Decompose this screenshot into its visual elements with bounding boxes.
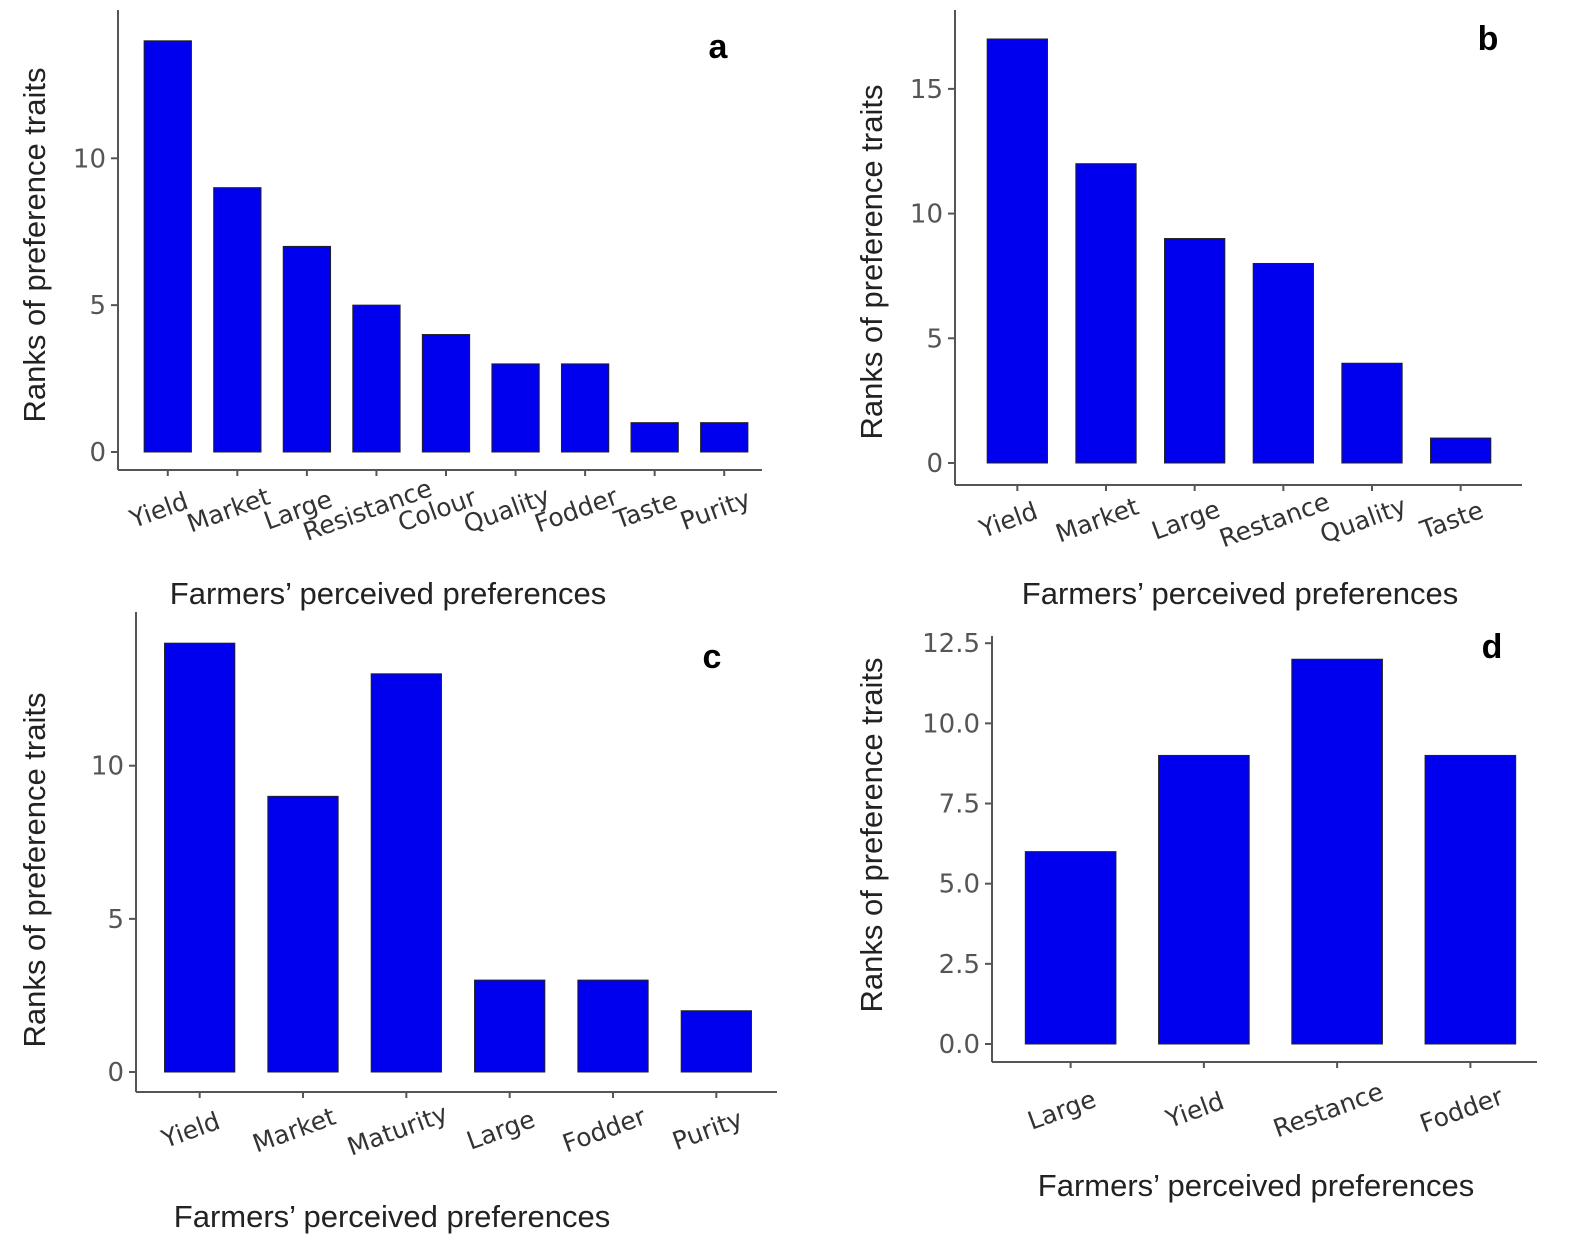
bar-purity: [700, 422, 749, 453]
category-label: Taste: [1415, 495, 1487, 545]
bar-taste: [630, 422, 679, 453]
bar-fodder: [577, 979, 649, 1073]
category-label: Restance: [1269, 1077, 1387, 1143]
y-tick-label: 10: [910, 200, 943, 230]
panel-a-chart: 0510YieldMarketLargeResistanceColourQual…: [17, 10, 762, 611]
category-label: Fodder: [559, 1101, 651, 1158]
y-tick-label: 0: [107, 1058, 124, 1088]
panel-tag: a: [709, 28, 729, 66]
bar-restance: [1252, 262, 1314, 464]
bar-large: [282, 245, 332, 453]
bar-quality: [1341, 362, 1403, 464]
category-label: Market: [249, 1102, 340, 1159]
y-tick-label: 0: [89, 438, 106, 468]
bar-market: [1075, 163, 1137, 464]
category-label: Purity: [676, 484, 754, 536]
bar-yield: [1158, 754, 1250, 1045]
category-label: Yield: [125, 486, 192, 534]
bar-market: [213, 187, 262, 453]
panel-tag: d: [1482, 628, 1503, 666]
bar-market: [267, 795, 339, 1073]
bar-fodder: [1424, 754, 1517, 1045]
y-tick-label: 15: [910, 75, 943, 105]
bar-colour: [421, 334, 471, 453]
category-label: Market: [1052, 492, 1143, 549]
bar-large: [474, 979, 546, 1073]
bar-fodder: [560, 363, 610, 453]
y-tick-label: 10: [73, 144, 106, 174]
bar-large: [1164, 238, 1226, 464]
y-tick-label: 5: [107, 905, 124, 935]
x-axis-title: Farmers’ perceived preferences: [1038, 1168, 1474, 1203]
bar-resistance: [352, 304, 401, 453]
category-label: Yield: [157, 1106, 224, 1154]
panel-tag: c: [703, 638, 722, 676]
y-tick-label: 0: [926, 449, 943, 479]
y-axis-title: Ranks of preference traits: [854, 658, 889, 1013]
y-tick-label: 10: [91, 752, 124, 782]
panel-tag: b: [1478, 20, 1499, 58]
category-label: Large: [1148, 494, 1224, 545]
y-tick-label: 7.5: [939, 790, 980, 820]
category-label: Taste: [609, 485, 681, 535]
category-label: Large: [1024, 1084, 1100, 1135]
bar-taste: [1430, 437, 1492, 464]
x-axis-title: Farmers’ perceived preferences: [1022, 576, 1458, 611]
y-tick-label: 2.5: [939, 950, 980, 980]
bar-restance: [1291, 658, 1383, 1045]
category-label: Maturity: [343, 1098, 451, 1161]
category-label: Fodder: [1416, 1081, 1508, 1138]
bar-yield: [986, 38, 1048, 464]
y-tick-label: 5.0: [939, 870, 980, 900]
bar-maturity: [370, 673, 442, 1073]
category-label: Yield: [975, 496, 1042, 544]
bar-quality: [491, 363, 540, 453]
y-tick-label: 10.0: [922, 709, 980, 739]
panel-d-chart: 0.0 2.5 5.0 7.5 10.0 12.5 Large Yield Restance Fo…: [854, 628, 1537, 1203]
panel-c-chart: 0 5 10 Yield Market Maturity Large Fodder Purity…: [17, 612, 777, 1234]
y-axis-title: Ranks of preference traits: [17, 68, 52, 423]
y-tick-label: 0.0: [939, 1030, 980, 1060]
bar-purity: [680, 1010, 752, 1073]
y-tick-label: 5: [89, 291, 106, 321]
x-axis-title: Farmers’ perceived preferences: [170, 576, 606, 611]
y-tick-label: 12.5: [922, 629, 980, 659]
x-axis-title: Farmers’ perceived preferences: [174, 1199, 610, 1234]
y-axis-title: Ranks of preference traits: [17, 693, 52, 1048]
category-label: Purity: [668, 1104, 746, 1156]
bar-yield: [164, 642, 236, 1073]
category-label: Quality: [1316, 491, 1410, 549]
bar-yield: [143, 40, 192, 453]
category-label: Large: [463, 1104, 539, 1155]
bar-large: [1024, 851, 1117, 1045]
category-label: Restance: [1216, 487, 1334, 553]
y-tick-label: 5: [926, 324, 943, 354]
y-axis-title: Ranks of preference traits: [854, 85, 889, 440]
category-label: Yield: [1161, 1086, 1228, 1134]
